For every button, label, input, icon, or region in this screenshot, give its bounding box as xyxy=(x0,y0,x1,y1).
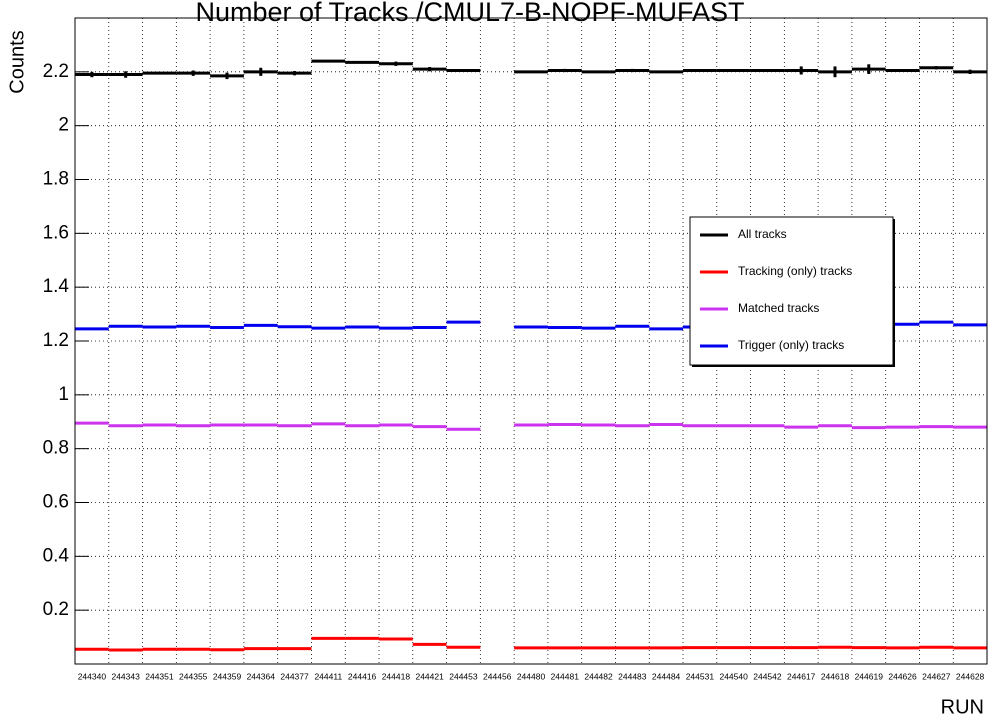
plot-frame xyxy=(74,17,988,665)
x-tick-label: 244481 xyxy=(551,671,580,681)
y-tick-label: 1.2 xyxy=(43,330,69,351)
x-tick-label: 244421 xyxy=(415,671,444,681)
x-tick-label: 244628 xyxy=(956,671,985,681)
x-tick-label: 244618 xyxy=(821,671,850,681)
x-tick-label: 244416 xyxy=(348,671,377,681)
legend-label: Tracking (only) tracks xyxy=(738,264,852,278)
series xyxy=(75,636,987,652)
x-tick-label: 244355 xyxy=(179,671,208,681)
x-tick-label: 244626 xyxy=(888,671,917,681)
chart-title: Number of Tracks /CMUL7-B-NOPF-MUFAST xyxy=(195,0,744,27)
x-tick-label: 244542 xyxy=(753,671,782,681)
y-tick-label: 0.8 xyxy=(43,438,69,459)
y-axis-label: Counts xyxy=(6,30,28,93)
y-tick-label: 0.4 xyxy=(43,545,70,566)
x-tick-label: 244619 xyxy=(855,671,884,681)
x-tick-label: 244482 xyxy=(584,671,613,681)
y-tick-label: 1.4 xyxy=(43,276,70,297)
y-tick-label: 1 xyxy=(58,384,69,405)
x-tick-label: 244540 xyxy=(719,671,748,681)
y-tick-label: 0.2 xyxy=(43,599,69,620)
x-tick-label: 244340 xyxy=(78,671,107,681)
y-tick-label: 1.8 xyxy=(43,169,69,190)
x-tick-label: 244480 xyxy=(517,671,546,681)
y-tick-label: 1.6 xyxy=(43,222,69,243)
x-tick-label: 244343 xyxy=(111,671,140,681)
x-tick-label: 244484 xyxy=(652,671,681,681)
x-tick-label: 244418 xyxy=(382,671,411,681)
x-tick-label: 244627 xyxy=(922,671,951,681)
y-tick-label: 2 xyxy=(58,115,69,136)
x-tick-label: 244364 xyxy=(247,671,276,681)
x-tick-label: 244456 xyxy=(483,671,512,681)
x-tick-label: 244411 xyxy=(314,671,342,681)
x-tick-label: 244351 xyxy=(145,671,174,681)
legend-label: Trigger (only) tracks xyxy=(738,338,844,352)
series xyxy=(75,421,987,431)
x-tick-label: 244377 xyxy=(280,671,309,681)
x-tick-label: 244453 xyxy=(449,671,478,681)
legend-box xyxy=(689,216,894,366)
x-tick-label: 244617 xyxy=(787,671,816,681)
y-tick-label: 2.2 xyxy=(43,61,69,82)
x-axis-label: RUN xyxy=(941,696,984,718)
legend-label: All tracks xyxy=(738,227,787,241)
series xyxy=(75,59,987,80)
x-tick-label: 244531 xyxy=(686,671,715,681)
y-tick-label: 0.6 xyxy=(43,492,69,513)
x-tick-label: 244483 xyxy=(618,671,647,681)
x-tick-label: 244359 xyxy=(213,671,242,681)
legend-label: Matched tracks xyxy=(738,301,819,315)
